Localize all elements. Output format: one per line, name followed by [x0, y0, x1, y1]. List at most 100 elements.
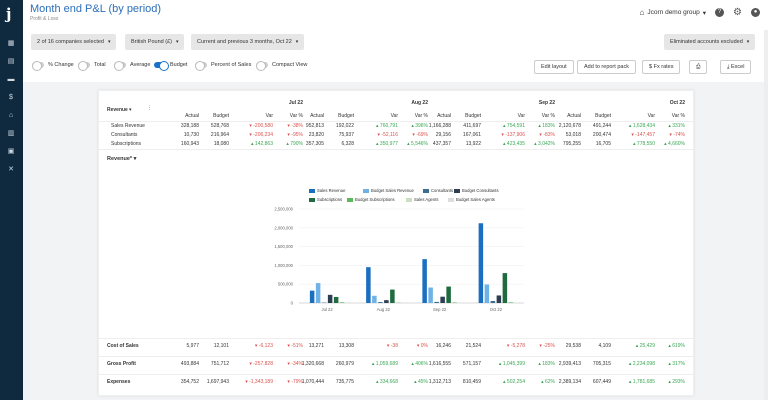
- table-cell: 4,109: [598, 343, 611, 349]
- dollar-icon[interactable]: $: [9, 94, 13, 101]
- eliminated-dropdown[interactable]: Eliminated accounts excluded ▾: [664, 34, 756, 50]
- settings-icon[interactable]: ⚙: [733, 7, 742, 18]
- summary-row-label[interactable]: Gross Profit: [107, 361, 136, 367]
- column-header: Var %: [541, 113, 555, 119]
- legend-label: Subscriptions: [317, 197, 343, 202]
- table-cell: 735,775: [335, 379, 354, 385]
- bar: [496, 295, 502, 303]
- column-header: Var: [647, 113, 655, 119]
- legend-item[interactable]: Subscriptions: [309, 197, 342, 202]
- row-label[interactable]: Consultants: [111, 132, 138, 138]
- section-title[interactable]: Revenue: [107, 107, 128, 113]
- legend-item[interactable]: Sales Revenue: [309, 188, 345, 193]
- reports-icon[interactable]: ▤: [7, 58, 15, 65]
- excel-button[interactable]: ⤓ Excel: [720, 60, 752, 74]
- table-cell: ▴ 183%: [538, 123, 555, 129]
- x-tick-label: Oct 22: [490, 307, 503, 312]
- table-cell: 16,705: [595, 141, 611, 147]
- database-icon[interactable]: ▣: [7, 148, 15, 155]
- column-header: Budget: [213, 113, 229, 119]
- table-cell: ▴ 760,791: [376, 123, 398, 129]
- legend-item[interactable]: Budget Consultants: [454, 188, 499, 193]
- legend-item[interactable]: Budget Subscriptions: [347, 197, 395, 202]
- legend-item[interactable]: Sales Agents: [406, 197, 438, 202]
- period-dropdown[interactable]: Current and previous 3 months, Oct 22 ▾: [191, 34, 305, 50]
- bar: [490, 301, 496, 303]
- table-cell: 13,308: [338, 343, 354, 349]
- table-cell: ▴ 62%: [541, 379, 555, 385]
- legend-label: Budget Consultants: [462, 188, 499, 193]
- change-switch[interactable]: [32, 61, 44, 71]
- chart-section-label[interactable]: Revenue* ▾: [107, 156, 137, 162]
- legend-item[interactable]: Budget Sales Agents: [448, 197, 495, 202]
- toggle-compact-view[interactable]: Compact View: [256, 61, 307, 71]
- edit-layout-button[interactable]: Edit layout: [534, 60, 574, 74]
- dashboard-icon[interactable]: ▦: [7, 40, 15, 47]
- bar: [422, 259, 427, 303]
- add-to-report-pack-button[interactable]: Add to report pack: [577, 60, 636, 74]
- table-cell: ▴ 45%: [414, 379, 428, 385]
- table-cell: 18,080: [213, 141, 229, 147]
- column-header: Actual: [185, 113, 199, 119]
- legend-label: Consultants: [431, 188, 454, 193]
- companies-dropdown[interactable]: 2 of 16 companies selected ▾: [31, 34, 117, 50]
- table-cell: ▾ -6,123: [254, 343, 273, 349]
- row-label[interactable]: Subscriptions: [111, 141, 142, 147]
- folder-icon[interactable]: ▬: [7, 76, 15, 83]
- table-cell: 1,616,555: [428, 361, 451, 367]
- app-logo[interactable]: j: [6, 5, 12, 23]
- summary-row-label[interactable]: Expenses: [107, 379, 131, 385]
- chart-icon[interactable]: ▥: [7, 130, 15, 137]
- currency-dropdown[interactable]: British Pound (£) ▾: [125, 34, 185, 50]
- table-cell: ▾ -147,457: [631, 132, 655, 138]
- toggle-percent-of-sales[interactable]: Percent of Sales: [195, 61, 251, 71]
- table-cell: ▴ 778,550: [633, 141, 655, 147]
- row-label[interactable]: Sales Revenue: [111, 123, 145, 129]
- table-cell: ▴ 2,234,098: [628, 361, 655, 367]
- divider: [99, 338, 695, 339]
- table-cell: 2,939,413: [558, 361, 581, 367]
- legend-item[interactable]: Consultants: [423, 188, 453, 193]
- average-switch[interactable]: [114, 61, 126, 71]
- bar: [390, 289, 395, 303]
- user-icon[interactable]: ●: [751, 8, 760, 17]
- chevron-down-icon: ▾: [702, 9, 707, 17]
- toggle-change[interactable]: % Change: [32, 61, 74, 71]
- budget-switch[interactable]: [154, 61, 169, 71]
- fx-rates-button[interactable]: $ Fx rates: [642, 60, 681, 74]
- table-cell: 260,979: [335, 361, 354, 367]
- y-tick-label: 0: [291, 301, 294, 306]
- table-cell: ▴ 502,254: [503, 379, 525, 385]
- legend-item[interactable]: Budget Sales Revenue: [363, 188, 414, 193]
- divider: [99, 356, 695, 357]
- scrollbar[interactable]: [764, 30, 768, 400]
- group-selector[interactable]: ⌂ Jcorn demo group ▾: [640, 8, 707, 17]
- table-cell: ▾ -1,343,189: [245, 379, 273, 385]
- table-cell: ▴ 396%: [411, 123, 428, 129]
- bar: [452, 302, 457, 303]
- legend-swatch: [423, 188, 429, 193]
- percent-switch[interactable]: [195, 61, 207, 71]
- table-cell: 411,697: [463, 123, 481, 129]
- bank-icon[interactable]: ⌂: [8, 112, 14, 119]
- table-cell: 1,312,713: [428, 379, 451, 385]
- table-cell: ▾ -257,828: [249, 361, 273, 367]
- toggle-budget[interactable]: Budget: [154, 61, 187, 71]
- table-cell: ▴ 754,591: [503, 123, 525, 129]
- help-icon[interactable]: ?: [715, 8, 725, 17]
- table-cell: 1,320,668: [301, 361, 324, 367]
- toggle-total[interactable]: Total: [78, 61, 106, 71]
- period-header: Oct 22: [669, 100, 685, 106]
- compact-switch[interactable]: [256, 61, 268, 71]
- print-button[interactable]: ⎙: [689, 60, 708, 74]
- table-cell: ▾ -38: [386, 343, 398, 349]
- summary-row-label[interactable]: Cost of Sales: [107, 343, 139, 349]
- toggle-average[interactable]: Average: [114, 61, 150, 71]
- table-cell: 200,474: [592, 132, 611, 138]
- filter-bar: 2 of 16 companies selected ▾ British Poun…: [23, 34, 768, 50]
- more-menu-icon[interactable]: ⋮: [147, 105, 152, 111]
- legend-swatch: [309, 197, 315, 202]
- page-title: Month end P&L (by period): [30, 3, 162, 15]
- total-switch[interactable]: [78, 61, 90, 71]
- tools-icon[interactable]: ✕: [8, 166, 14, 173]
